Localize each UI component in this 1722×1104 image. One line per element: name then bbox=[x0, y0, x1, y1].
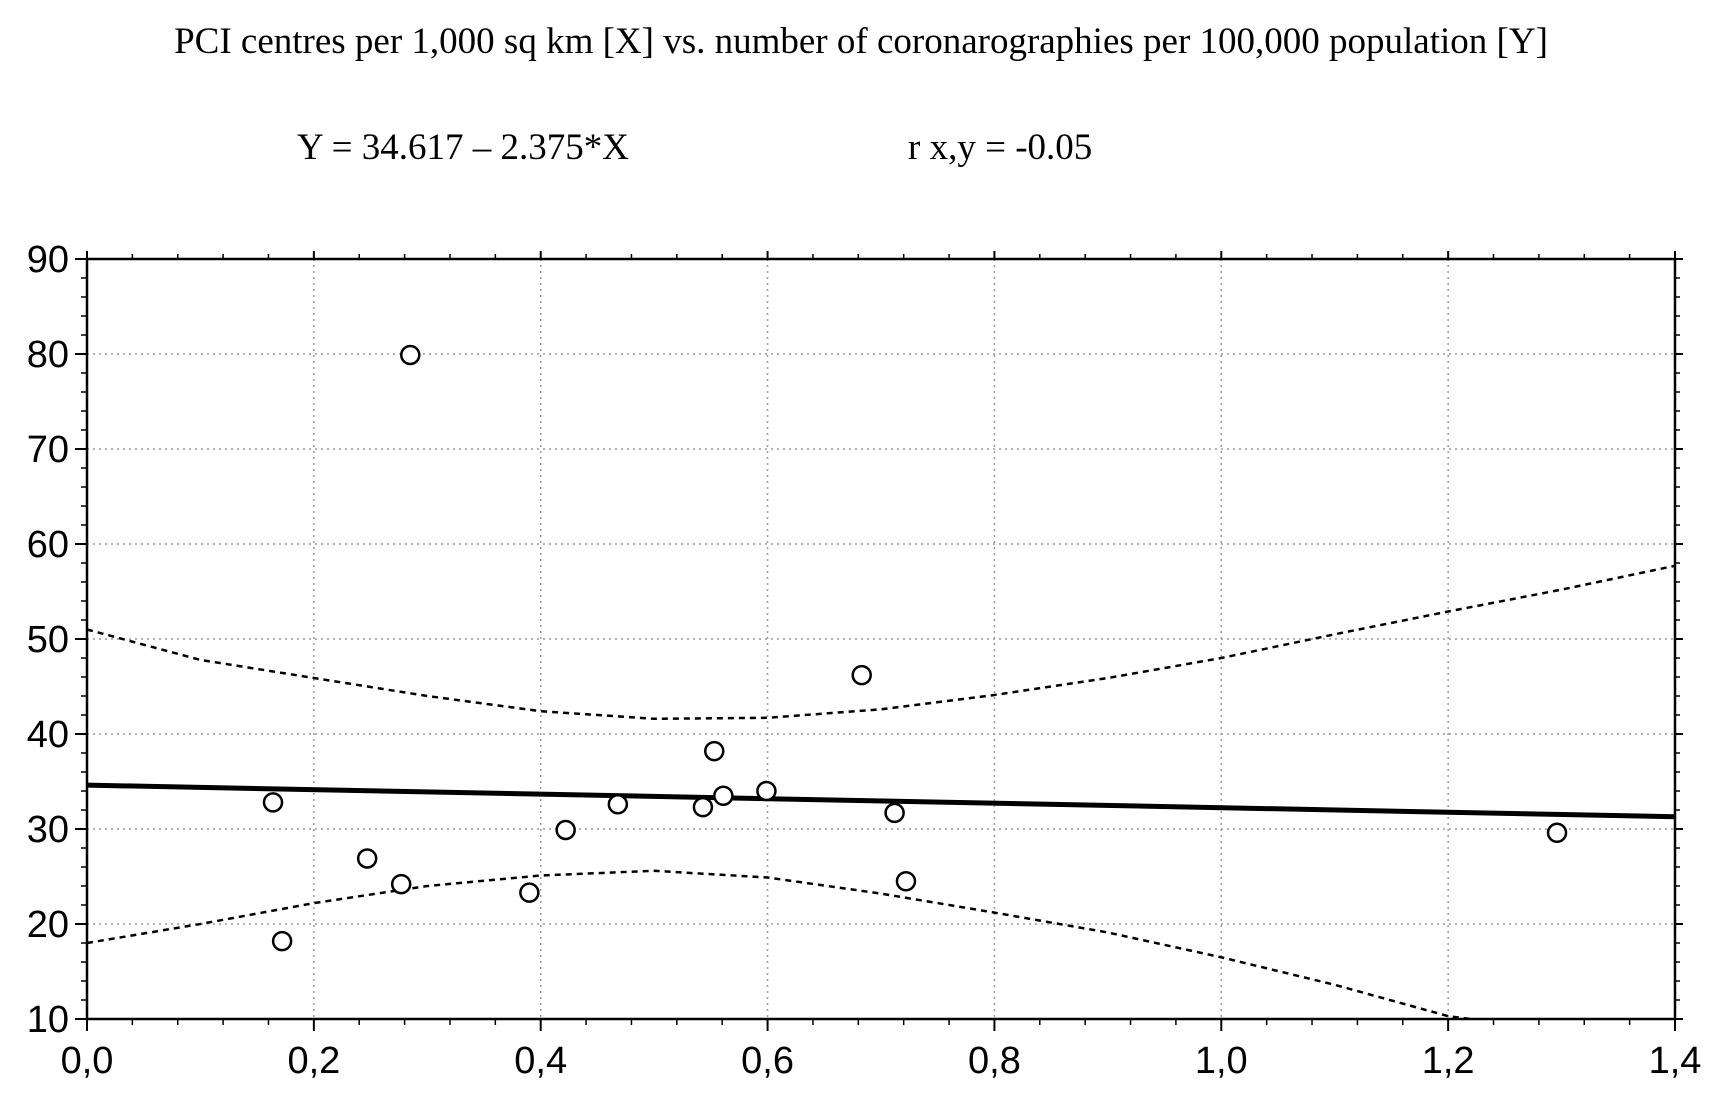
regression-line-group bbox=[86, 782, 1676, 820]
data-point bbox=[356, 848, 378, 869]
x-tick-label: 0,2 bbox=[287, 1040, 340, 1082]
data-points bbox=[262, 344, 1568, 952]
y-tick-label: 30 bbox=[27, 809, 69, 851]
confidence-upper-curve bbox=[86, 564, 1676, 721]
chart-title: PCI centres per 1,000 sq km [X] vs. numb… bbox=[174, 21, 1548, 62]
x-tick-label: 1,2 bbox=[1422, 1040, 1475, 1082]
confidence-lower-curve bbox=[86, 869, 1471, 1021]
data-point bbox=[851, 664, 872, 686]
data-point bbox=[895, 871, 917, 892]
regression-line bbox=[86, 782, 1676, 820]
data-point bbox=[607, 794, 629, 815]
plot-frame bbox=[85, 257, 1677, 1021]
y-tick-label: 80 bbox=[27, 334, 69, 376]
data-point bbox=[271, 930, 293, 952]
data-point bbox=[884, 802, 905, 824]
tick-labels: 0,0 0,2 0,4 0,6 0,8 1,0 1,2 1,4 10 20 30 40 50 60 70 80… bbox=[27, 239, 1702, 1082]
regression-equation: Y = 34.617 – 2.375*X bbox=[297, 127, 629, 168]
data-point bbox=[1546, 822, 1568, 844]
confidence-band bbox=[86, 564, 1676, 1021]
grid bbox=[87, 259, 1675, 1019]
data-point bbox=[555, 819, 576, 841]
data-point bbox=[400, 344, 421, 366]
y-tick-label: 20 bbox=[27, 904, 69, 946]
y-tick-label: 40 bbox=[27, 714, 69, 756]
y-tick-label: 60 bbox=[27, 524, 69, 566]
x-tick-label: 0,4 bbox=[514, 1040, 567, 1082]
data-point bbox=[519, 882, 540, 903]
data-point bbox=[692, 796, 714, 818]
data-point bbox=[704, 740, 725, 762]
x-tick-label: 0,6 bbox=[741, 1040, 794, 1082]
y-tick-label: 10 bbox=[27, 999, 69, 1041]
x-tick-label: 1,0 bbox=[1195, 1040, 1248, 1082]
y-tick-label: 90 bbox=[27, 239, 69, 281]
x-tick-label: 0,0 bbox=[61, 1040, 114, 1082]
x-tick-label: 1,4 bbox=[1649, 1040, 1702, 1082]
correlation-coefficient: r x,y = -0.05 bbox=[908, 127, 1093, 168]
data-point bbox=[713, 785, 734, 806]
data-point bbox=[390, 873, 412, 895]
data-point bbox=[262, 792, 284, 813]
axes bbox=[75, 251, 1683, 1031]
data-point bbox=[756, 780, 777, 802]
y-tick-label: 70 bbox=[27, 429, 69, 471]
y-tick-label: 50 bbox=[27, 619, 69, 661]
x-tick-label: 0,8 bbox=[968, 1040, 1021, 1082]
